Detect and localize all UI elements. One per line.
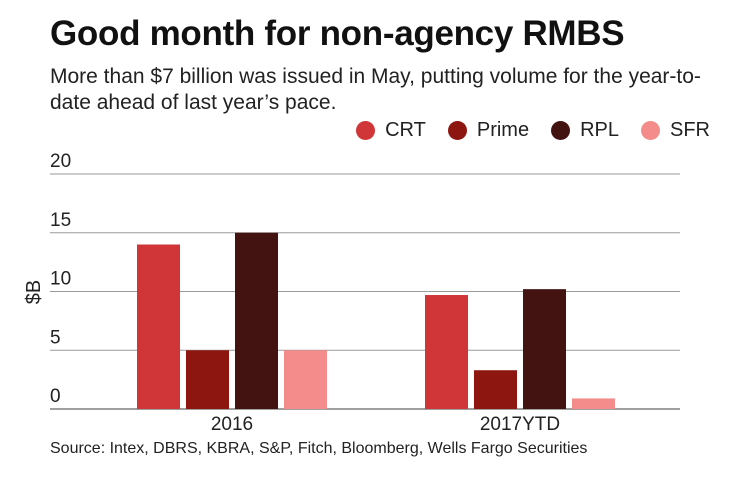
y-tick-label-0: 0 (50, 386, 61, 407)
legend-label-rpl: RPL (580, 119, 619, 141)
y-tick-label-5: 5 (50, 327, 61, 348)
bar-prime-2017ytd (474, 370, 517, 409)
bar-rpl-2016 (235, 232, 278, 409)
y-axis-label: $B (23, 280, 45, 304)
legend-label-prime: Prime (476, 119, 530, 141)
y-tick-label-20: 20 (50, 151, 71, 172)
y-tick-label-10: 10 (50, 269, 71, 290)
legend-item-crt: CRT (356, 119, 426, 142)
bar-sfr-2017ytd (572, 398, 615, 409)
source-note: Source: Intex, DBRS, KBRA, S&P, Fitch, B… (50, 440, 588, 457)
x-category-label-2017ytd: 2017YTD (480, 414, 560, 435)
legend: CRT Prime RPL SFR (334, 119, 710, 142)
legend-label-crt: CRT (385, 119, 426, 141)
bar-crt-2016 (137, 244, 180, 409)
legend-item-sfr: SFR (641, 119, 710, 142)
bar-sfr-2016 (284, 350, 327, 409)
legend-item-prime: Prime (447, 119, 530, 142)
legend-swatch-rpl (551, 121, 571, 140)
bar-crt-2017ytd (425, 295, 468, 409)
legend-swatch-prime (447, 121, 467, 140)
legend-item-rpl: RPL (551, 119, 619, 142)
legend-label-sfr: SFR (670, 119, 710, 141)
legend-swatch-sfr (641, 121, 660, 140)
chart-subtitle: More than $7 billion was issued in May, … (50, 65, 701, 114)
chart-title: Good month for non-agency RMBS (50, 14, 625, 53)
bar-rpl-2017ytd (523, 289, 566, 409)
x-category-label-2016: 2016 (211, 414, 253, 435)
legend-swatch-crt (356, 121, 376, 140)
y-tick-label-15: 15 (50, 210, 71, 231)
bar-prime-2016 (186, 350, 229, 409)
